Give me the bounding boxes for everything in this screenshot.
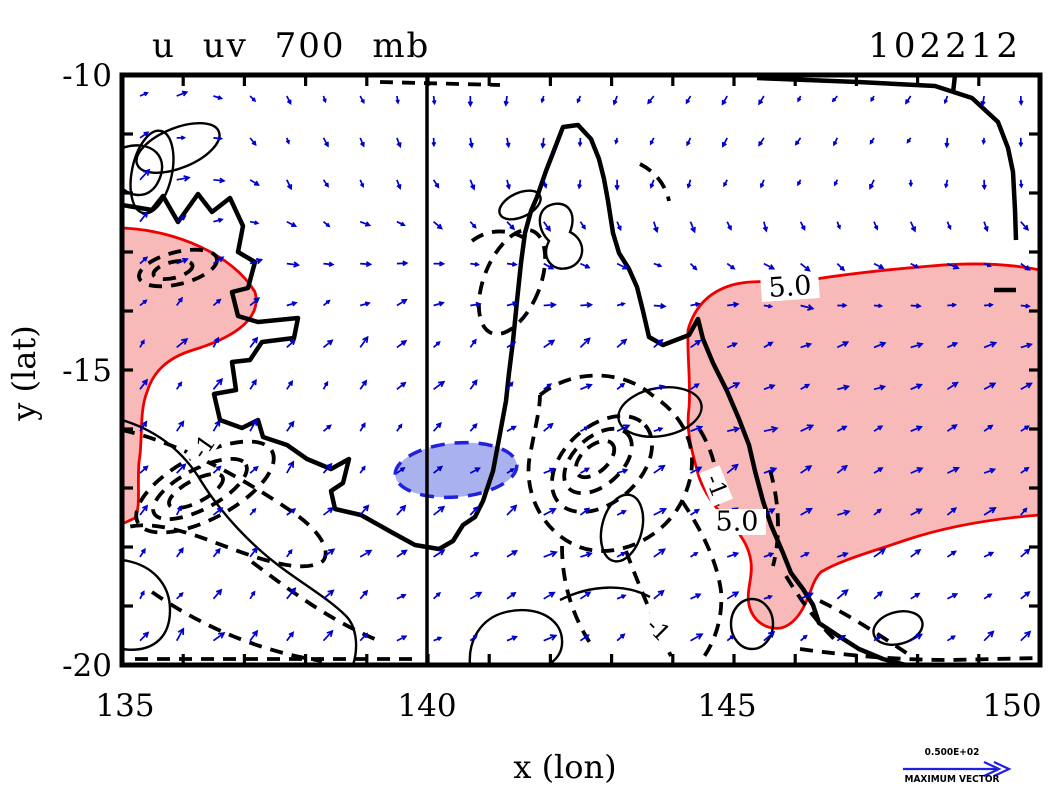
dashed-contour <box>573 438 617 480</box>
dashed-contour <box>784 575 838 643</box>
plot-title: u uv 700 mb <box>152 26 431 66</box>
thin-contour <box>729 597 775 651</box>
wind-vector-field <box>139 90 1033 642</box>
thin-contour <box>872 610 924 646</box>
dashed-contour <box>470 229 533 245</box>
negative-shaded-ellipse <box>393 440 519 500</box>
dashed-contour <box>476 228 548 336</box>
x-tick-135: 135 <box>95 688 155 724</box>
x-tick-150: 150 <box>982 688 1042 724</box>
time-stamp: 102212 <box>868 26 1022 66</box>
contour-label: 5.0 <box>708 507 766 538</box>
dashed-contour <box>639 162 671 202</box>
contour-label: -1 <box>637 609 679 651</box>
thin-contour <box>468 608 564 665</box>
y-tick-neg10: -10 <box>62 58 112 94</box>
plot-frame <box>119 72 1043 668</box>
positive-shaded-region <box>686 262 1040 630</box>
thin-contour <box>135 121 221 175</box>
thin-contour <box>498 189 542 221</box>
y-tick-neg20: -20 <box>62 648 112 684</box>
svg-text:5.0: 5.0 <box>716 507 759 538</box>
dashed-contour <box>768 469 780 567</box>
positive-shaded-region <box>122 226 258 526</box>
dashed-contour <box>562 426 634 496</box>
dashed-contour <box>150 590 323 663</box>
svg-text:5.0: 5.0 <box>768 270 813 304</box>
max-vector-arrow <box>903 761 1012 777</box>
x-tick-145: 145 <box>697 688 757 724</box>
x-axis-label: x (lon) <box>513 748 617 786</box>
dashed-contour <box>379 80 501 87</box>
thin-contour <box>122 558 172 651</box>
dashed-contour <box>137 247 219 289</box>
coastline <box>756 75 1019 241</box>
contour-label: 5.0 <box>760 270 820 304</box>
x-tick-140: 140 <box>397 688 457 724</box>
dashed-contour <box>151 456 249 522</box>
thin-contour <box>559 586 651 602</box>
thin-contour <box>538 202 584 270</box>
dashed-contour <box>250 560 383 644</box>
map-interior: 5.05.0-1-1-1 <box>122 75 1040 665</box>
dashed-contour <box>151 258 195 282</box>
y-axis-label: y (lat) <box>5 325 43 421</box>
dashed-contour <box>550 414 654 514</box>
dashed-contour <box>167 471 225 511</box>
coastline <box>950 75 958 94</box>
thin-contour <box>599 493 645 563</box>
thin-contour <box>122 418 358 665</box>
dashed-contour <box>819 599 913 658</box>
thin-contour <box>129 129 175 215</box>
contour-label: -1 <box>184 425 224 469</box>
max-vector-label: MAXIMUM VECTOR <box>904 774 1000 786</box>
dashed-contour <box>122 428 328 569</box>
dashed-contour <box>799 647 1040 662</box>
max-vector-value: 0.500E+02 <box>924 747 980 759</box>
dashed-contour <box>526 373 694 553</box>
y-tick-neg15: -15 <box>62 353 112 389</box>
dashed-contour <box>680 499 724 663</box>
coastline <box>122 122 907 665</box>
